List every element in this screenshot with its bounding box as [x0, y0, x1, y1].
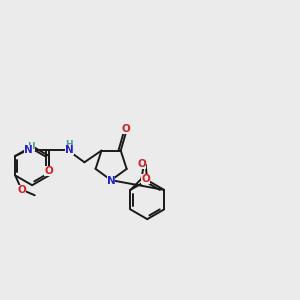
Text: N: N: [24, 145, 33, 155]
Text: O: O: [141, 174, 150, 184]
Text: O: O: [121, 124, 130, 134]
Text: N: N: [107, 176, 116, 186]
Text: O: O: [17, 184, 26, 195]
Text: H: H: [65, 140, 73, 148]
Text: O: O: [137, 158, 146, 169]
Text: O: O: [44, 167, 53, 176]
Text: H: H: [28, 142, 35, 151]
Text: N: N: [65, 145, 74, 155]
